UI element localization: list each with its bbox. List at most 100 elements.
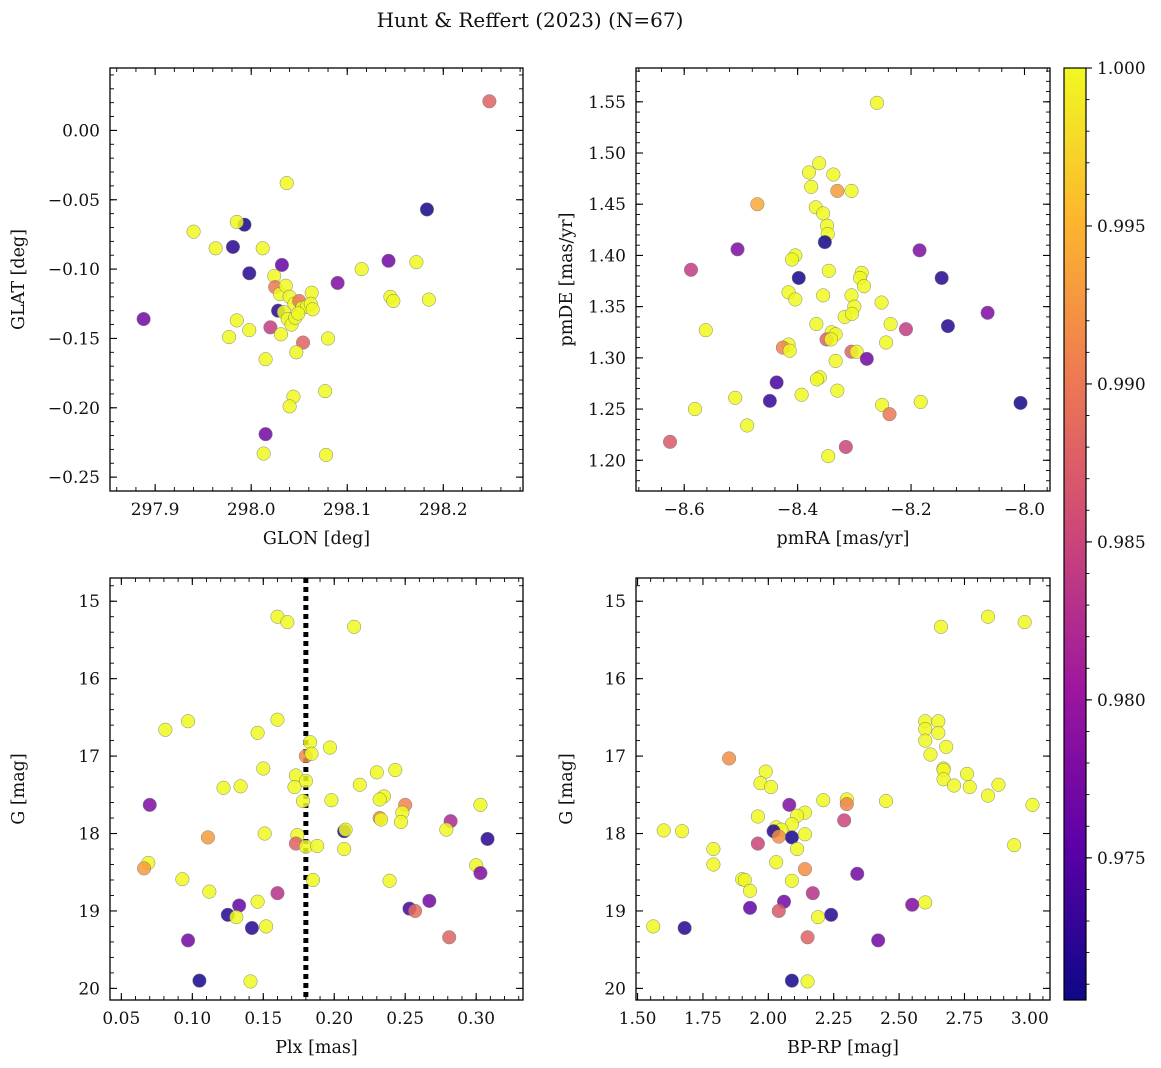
y-tick-label: 0.00 [62, 121, 100, 141]
scatter-point [258, 427, 273, 442]
scatter-point [856, 279, 872, 294]
scatter-point [804, 179, 819, 194]
scatter-point [422, 893, 437, 908]
scatter-point [809, 317, 824, 332]
x-tick-label: 0.20 [315, 1009, 353, 1029]
scatter-point [821, 263, 836, 278]
scatter-point [933, 619, 948, 634]
x-tick-label: 1.50 [619, 1009, 657, 1029]
scatter-point [419, 202, 435, 217]
scatter-point [388, 762, 403, 778]
scatter-point [936, 772, 951, 787]
scatter-point [698, 323, 713, 338]
scatter-point [784, 873, 799, 888]
y-tick-label: 16 [78, 670, 100, 690]
x-tick-label: 298.1 [323, 500, 372, 520]
scatter-point [898, 322, 914, 337]
scatter-point [790, 841, 805, 857]
x-tick-label: 2.00 [749, 1009, 787, 1029]
scatter-point [980, 305, 995, 320]
y-tick-label: 18 [604, 825, 626, 845]
scatter-point [222, 330, 237, 345]
scatter-point [274, 257, 289, 272]
axes-frame [635, 67, 1051, 492]
scatter-point [762, 393, 777, 408]
scatter-point [243, 974, 258, 989]
y-tick-label: 1.20 [588, 451, 626, 471]
scatter-point [674, 824, 690, 839]
scatter-point [646, 919, 661, 934]
scatter-point [801, 165, 817, 180]
scatter-point [232, 898, 247, 913]
scatter-point [233, 779, 248, 794]
scatter-point [839, 797, 854, 812]
scatter-point [200, 830, 215, 845]
scatter-point [136, 311, 151, 327]
figure-title: Hunt & Reffert (2023) (N=67) [377, 8, 684, 32]
panel-glon-glat: 297.9 298.0 298.1 298.2 −0.25 −0.20 −0.15 −0.10… [9, 67, 524, 549]
x-tick-label: 0.10 [173, 1009, 211, 1029]
scatter-point [826, 167, 841, 182]
scatter-point [229, 313, 244, 328]
scatter-point [322, 740, 338, 755]
scatter-point [883, 317, 898, 332]
scatter-point [473, 865, 488, 881]
scatter-point [273, 327, 289, 342]
scatter-point [980, 788, 996, 803]
axes-frame [109, 67, 524, 492]
y-axis-label: G [mag] [9, 753, 29, 824]
scatter-point [381, 253, 396, 268]
x-tick-label: 298.2 [419, 500, 468, 520]
scatter-point [683, 262, 699, 277]
scatter-point [878, 793, 894, 809]
y-tick-label: −0.05 [48, 191, 100, 211]
scatter-point [934, 270, 949, 286]
scatter-point [287, 780, 302, 795]
scatter-point [382, 873, 397, 888]
scatter-point [439, 822, 454, 837]
scatter-point [869, 95, 885, 110]
scatter-point [319, 447, 334, 462]
scatter-point [480, 831, 495, 846]
scatter-point [838, 439, 853, 455]
scatter-point [229, 910, 244, 925]
scatter-point [280, 615, 295, 630]
colorbar-tick-label: 0.995 [1097, 217, 1146, 237]
colorbar-tick-label: 0.980 [1097, 691, 1146, 711]
scatter-point [758, 764, 773, 779]
x-tick-label: −8.4 [777, 500, 818, 520]
scatter-point [771, 903, 786, 919]
scatter-point [482, 94, 497, 109]
y-tick-label: −0.20 [48, 399, 100, 419]
y-axis-label: pmDE [mas/yr] [557, 213, 577, 347]
colorbar: 0.975 0.980 0.985 0.990 0.995 1.000 [1063, 59, 1146, 1001]
scatter-point [298, 773, 313, 788]
scatter-point [740, 418, 755, 433]
scatter-point [809, 372, 824, 387]
colorbar-tick-label: 0.985 [1097, 533, 1146, 553]
scatter-point [258, 352, 273, 367]
scatter-point [797, 862, 812, 877]
scatter-point [797, 827, 812, 842]
x-tick-label: −8.6 [664, 500, 705, 520]
scatter-point [782, 797, 797, 812]
scatter-point [320, 331, 336, 346]
scatter-point [250, 894, 265, 909]
y-tick-label: −0.25 [48, 468, 100, 488]
scatter-point [1017, 615, 1032, 630]
scatter-point [250, 725, 265, 740]
x-tick-label: 3.00 [1011, 1009, 1049, 1029]
scatter-point [1007, 838, 1022, 853]
scatter-point [816, 793, 831, 808]
scatter-point [225, 239, 240, 254]
scatter-point [137, 861, 152, 876]
scatter-point [347, 619, 362, 634]
scatter-point [828, 353, 843, 368]
scatter-point [844, 183, 859, 198]
axes-frame [635, 577, 1051, 1001]
scatter-point [289, 345, 304, 360]
scatter-point [337, 841, 352, 857]
scatter-point [677, 920, 692, 936]
scatter-point [305, 872, 321, 888]
y-tick-label: 20 [78, 979, 100, 999]
